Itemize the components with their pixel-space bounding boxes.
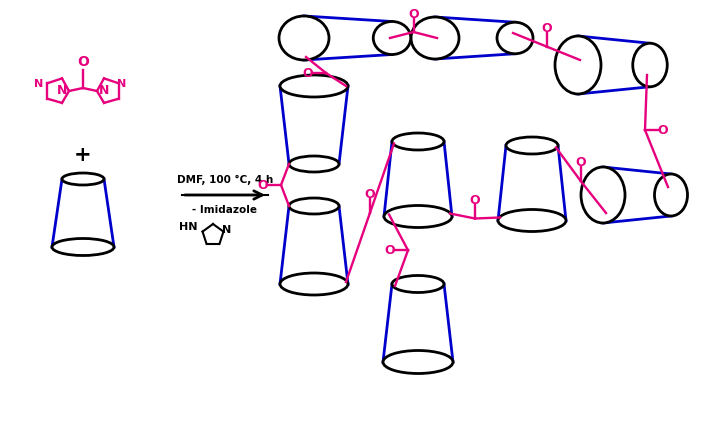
Ellipse shape <box>280 273 348 295</box>
Text: - Imidazole: - Imidazole <box>193 205 257 215</box>
Text: O: O <box>575 156 586 169</box>
Ellipse shape <box>384 206 452 228</box>
Ellipse shape <box>497 22 533 54</box>
Text: N: N <box>33 79 43 89</box>
Ellipse shape <box>279 16 329 60</box>
Ellipse shape <box>383 351 453 374</box>
Ellipse shape <box>506 137 558 154</box>
Text: N: N <box>223 225 232 235</box>
Text: N: N <box>117 79 126 89</box>
Ellipse shape <box>392 133 444 150</box>
Text: N: N <box>57 83 67 96</box>
Ellipse shape <box>289 198 339 214</box>
Text: DMF, 100 °C, 4 h: DMF, 100 °C, 4 h <box>177 175 273 185</box>
Ellipse shape <box>498 209 566 231</box>
Text: O: O <box>364 188 375 201</box>
Text: O: O <box>303 66 313 80</box>
Ellipse shape <box>411 17 459 59</box>
Ellipse shape <box>392 275 444 292</box>
Ellipse shape <box>62 173 104 185</box>
Ellipse shape <box>654 174 688 216</box>
Text: O: O <box>541 22 552 35</box>
Ellipse shape <box>280 75 348 97</box>
Text: N: N <box>99 83 109 96</box>
Ellipse shape <box>373 22 411 55</box>
Ellipse shape <box>632 43 667 87</box>
Text: +: + <box>74 145 91 165</box>
Ellipse shape <box>581 167 625 223</box>
Text: HN: HN <box>179 222 197 232</box>
Ellipse shape <box>52 239 114 255</box>
Ellipse shape <box>289 156 339 172</box>
Text: O: O <box>257 179 268 192</box>
Text: O: O <box>77 55 89 69</box>
Text: O: O <box>408 8 419 20</box>
Text: O: O <box>658 124 669 137</box>
Text: O: O <box>469 194 480 207</box>
Ellipse shape <box>555 36 601 94</box>
Text: O: O <box>385 244 396 257</box>
